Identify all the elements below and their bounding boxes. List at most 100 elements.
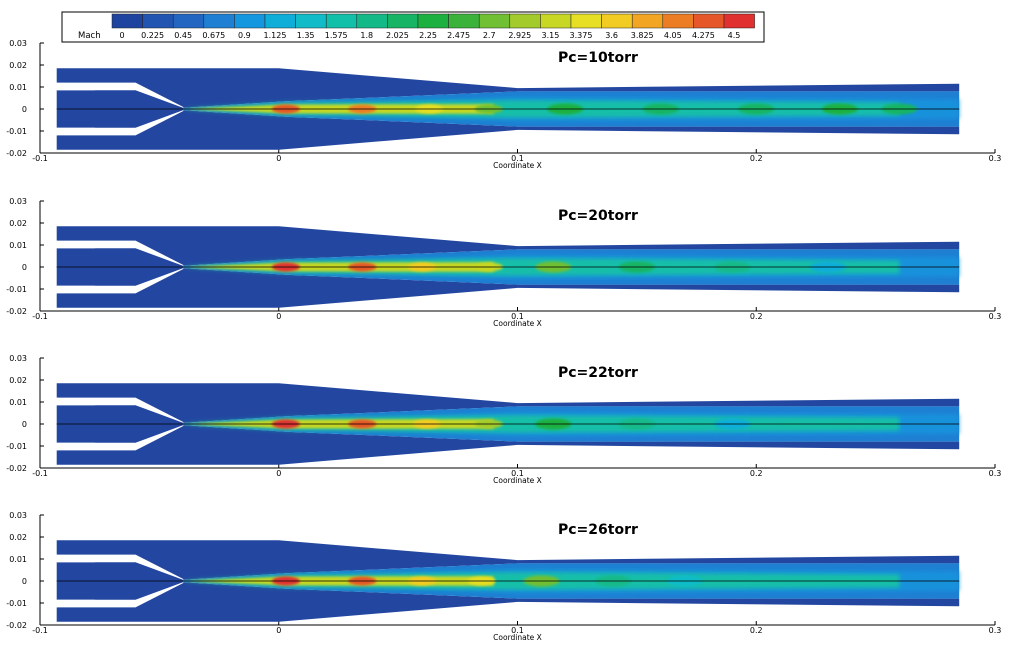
legend-swatch [172,13,205,29]
legend-swatch [234,13,266,29]
y-tick-label: 0.01 [9,241,27,250]
y-tick-label: 0 [22,577,27,586]
nozzle-wall-upper [56,554,184,580]
y-tick-label: 0.03 [9,197,27,206]
y-tick-label: 0.03 [9,39,27,48]
legend-level-label: 2.475 [447,31,470,40]
legend-level-label: 0.45 [174,31,192,40]
nozzle-wall-upper [56,240,184,266]
contour-panel-pc22: Pc=22torr 0.03 0.02 0.01 0 -0.01 -0.02 -0.1 0 0.… [6,354,1001,485]
legend-level-label: 2.7 [483,31,496,40]
legend-title: Mach [78,31,101,41]
y-tick-label: -0.02 [6,621,27,630]
y-tick-label: -0.01 [6,442,27,451]
x-tick-label: 0 [276,469,281,478]
legend-level-label: 4.5 [728,31,741,40]
legend-level-label: 3.375 [570,31,593,40]
y-tick-label: 0.02 [9,376,27,385]
legend-swatch [111,13,143,29]
legend-level-label: 3.825 [631,31,654,40]
legend-swatch [356,13,388,29]
x-axis-label: Coordinate X [493,319,542,328]
legend-swatch [631,13,664,29]
x-tick-label: 0 [276,154,281,163]
legend-swatch [693,13,725,29]
legend-level-label: 2.25 [419,31,437,40]
y-tick-label: 0.01 [9,555,27,564]
x-tick-label: -0.1 [32,312,48,321]
legend-level-label: 1.35 [297,31,315,40]
panel-title: Pc=20torr [558,208,638,224]
contour-panel-pc26: Pc=26torr 0.03 0.02 0.01 0 -0.01 -0.02 -0.1 0 0.… [6,511,1001,642]
y-tick-label: -0.02 [6,464,27,473]
legend-level-label: 0.675 [202,31,225,40]
x-tick-label: 0 [276,312,281,321]
lower-duct-region [56,582,960,622]
y-tick-label: 0.02 [9,219,27,228]
x-tick-label: 0.1 [511,469,524,478]
legend-level-label: 0.225 [141,31,164,40]
legend-swatch [325,13,358,29]
nozzle-wall-lower [56,110,184,136]
legend-level-label: 1.125 [264,31,287,40]
y-tick-label: -0.01 [6,285,27,294]
panel-title: Pc=22torr [558,365,638,381]
y-tick-label: 0 [22,263,27,272]
x-tick-label: 0.3 [989,469,1002,478]
upper-duct-region [56,68,960,108]
legend-level-label: 3.15 [541,31,559,40]
x-tick-label: -0.1 [32,626,48,635]
x-axis-label: Coordinate X [493,476,542,485]
y-tick-label: -0.02 [6,149,27,158]
legend-level-label: 4.05 [664,31,682,40]
y-tick-label: 0.02 [9,61,27,70]
y-tick-label: 0.01 [9,83,27,92]
x-axis-label: Coordinate X [493,633,542,642]
x-tick-label: 0.3 [989,626,1002,635]
x-tick-label: 0.2 [750,469,763,478]
x-tick-label: 0.2 [750,626,763,635]
legend-level-label: 2.925 [508,31,531,40]
y-tick-label: 0.01 [9,398,27,407]
legend-level-label: 1.8 [360,31,373,40]
lower-duct-region [56,425,960,465]
nozzle-wall-upper [56,82,184,108]
legend-level-label: 0.9 [238,31,251,40]
mach-legend: Mach 0 0.225 0.45 0.675 0.9 1.125 1.35 1.575 1.8… [61,11,765,43]
lower-duct-region [56,268,960,308]
legend-level-label: 4.275 [692,31,715,40]
upper-duct-region [56,540,960,580]
x-tick-label: 0.3 [989,312,1002,321]
legend-level-label: 1.575 [325,31,348,40]
legend-swatch [264,13,296,29]
legend-swatch [509,13,541,29]
upper-duct-region [56,226,960,266]
x-tick-label: 0.1 [511,154,524,163]
x-tick-label: -0.1 [32,154,48,163]
x-tick-label: -0.1 [32,469,48,478]
nozzle-wall-upper [56,397,184,423]
y-tick-label: 0 [22,420,27,429]
legend-swatch [601,13,633,29]
x-tick-label: 0.1 [511,626,524,635]
legend-swatch [203,13,235,29]
upper-duct-region [56,383,960,423]
x-tick-label: 0.3 [989,154,1002,163]
x-tick-label: 0.1 [511,312,524,321]
x-tick-label: 0 [276,626,281,635]
x-axis-label: Coordinate X [493,161,542,170]
panel-title: Pc=26torr [558,522,638,538]
x-tick-label: 0.2 [750,154,763,163]
contour-panel-pc20: Pc=20torr 0.03 0.02 0.01 0 -0.01 -0.02 -0.1 0 0.… [6,197,1001,328]
x-tick-label: 0.2 [750,312,763,321]
lower-duct-region [56,110,960,150]
nozzle-wall-lower [56,425,184,451]
legend-level-label: 3.6 [605,31,618,40]
legend-swatch [448,13,480,29]
y-tick-label: 0.02 [9,533,27,542]
legend-level-label: 0 [119,31,124,40]
legend-swatch [540,13,572,29]
y-tick-label: -0.02 [6,307,27,316]
legend-level-label: 2.025 [386,31,409,40]
